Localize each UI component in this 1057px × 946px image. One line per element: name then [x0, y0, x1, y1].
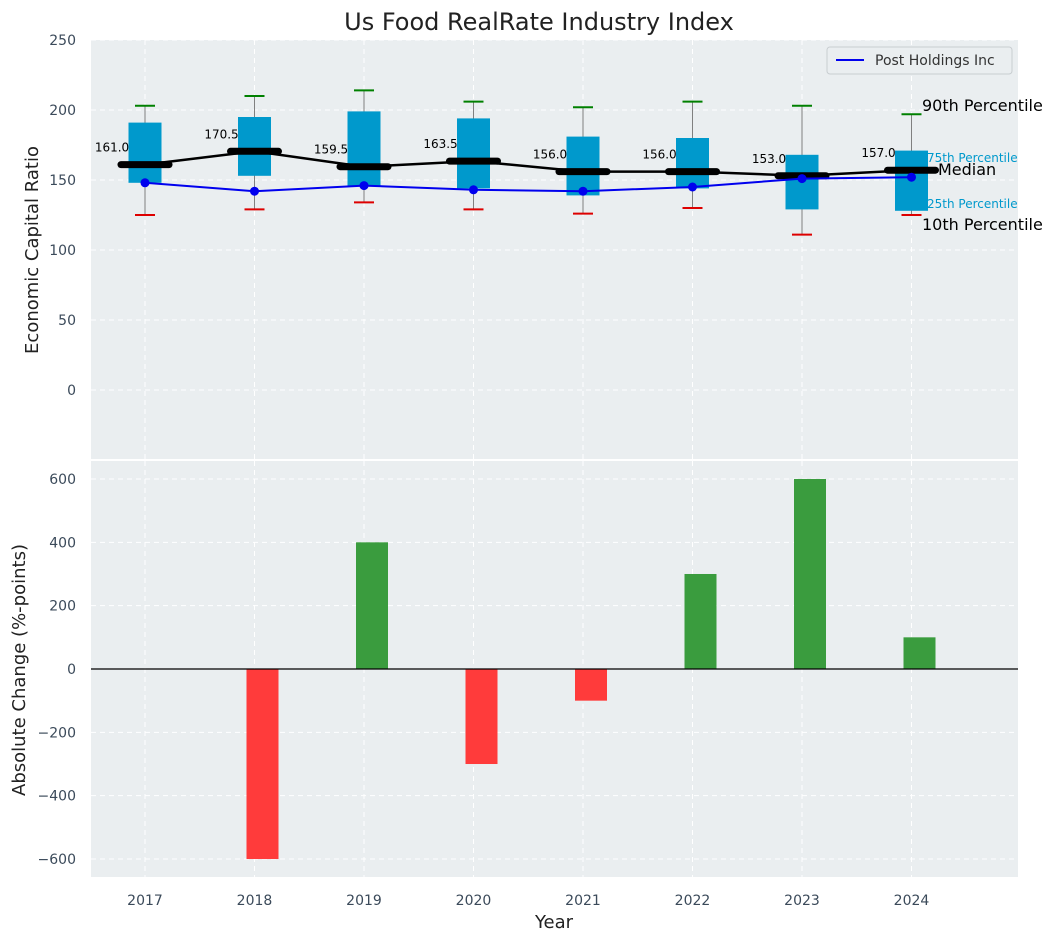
- bottom-y-tick-label-200: 200: [49, 599, 76, 615]
- legend-box: [826, 46, 1013, 75]
- median-label-2024: 157.0: [861, 146, 895, 160]
- bottom-y-tick-label--600: −600: [38, 852, 76, 868]
- annotation-p25: 25th Percentile: [927, 197, 1018, 211]
- median-label-2018: 170.5: [204, 127, 238, 141]
- bar-2021: [575, 669, 607, 701]
- top-y-tick-label-100: 100: [49, 243, 76, 259]
- box-2017: [128, 122, 162, 183]
- bar-2019: [356, 542, 388, 669]
- box-2020: [457, 118, 490, 189]
- bottom-y-tick-label-400: 400: [49, 535, 76, 551]
- box-2019: [347, 111, 381, 186]
- x-axis-label: Year: [534, 912, 574, 933]
- x-tick-label-2019: 2019: [346, 893, 382, 909]
- box-2021: [566, 136, 600, 196]
- x-tick-label-2024: 2024: [894, 893, 930, 909]
- legend-label-post-holdings: Post Holdings Inc: [875, 53, 995, 69]
- median-label-2023: 153.0: [752, 152, 786, 166]
- annotation-p90: 90th Percentile: [922, 96, 1043, 115]
- series-point-2020: [469, 185, 478, 195]
- median-label-2021: 156.0: [533, 148, 567, 162]
- series-point-2022: [688, 182, 697, 192]
- bar-2024: [903, 637, 936, 669]
- legend: Post Holdings Inc: [826, 46, 1013, 75]
- median-label-2019: 159.5: [314, 143, 348, 157]
- top-y-tick-label-0: 0: [67, 383, 76, 399]
- bar-2020: [465, 669, 498, 765]
- median-label-2020: 163.5: [423, 137, 457, 151]
- x-tick-label-2018: 2018: [237, 893, 273, 909]
- median-label-2022: 156.0: [642, 148, 676, 162]
- x-tick-label-2021: 2021: [565, 893, 601, 909]
- top-chart-layer: 0 50 100 150 200 250 161.0 170.5 159.5 163.5 156.0…: [49, 33, 1043, 459]
- bottom-y-axis-label: Absolute Change (%-points): [9, 544, 30, 796]
- series-point-2019: [359, 181, 369, 191]
- annotation-p10: 10th Percentile: [922, 215, 1043, 234]
- series-point-2023: [797, 174, 807, 184]
- bar-2018: [246, 669, 279, 860]
- series-line-post-holdings: [144, 176, 912, 193]
- bottom-chart-layer: −600 −400 −200 0 200 400 600 2017 2018 2019 2020 20…: [38, 461, 1018, 909]
- median-label-2017: 161.0: [95, 141, 129, 155]
- bar-2022: [684, 573, 717, 669]
- x-tick-label-2017: 2017: [127, 893, 163, 909]
- series-point-2018: [250, 186, 259, 196]
- top-y-tick-label-150: 150: [49, 173, 76, 189]
- annotation-median: Median: [938, 160, 996, 179]
- box-2018: [238, 117, 271, 176]
- chart-title: Us Food RealRate Industry Index: [344, 8, 734, 36]
- series-point-2017: [140, 178, 150, 188]
- bottom-y-tick-label-0: 0: [67, 662, 76, 678]
- top-y-tick-label-200: 200: [49, 103, 76, 119]
- box-2022: [676, 138, 709, 189]
- x-tick-label-2020: 2020: [456, 893, 492, 909]
- x-tick-label-2023: 2023: [784, 893, 820, 909]
- bottom-y-tick-label--200: −200: [38, 725, 76, 741]
- series-point-2024: [907, 172, 916, 182]
- bar-2023: [794, 478, 826, 669]
- x-tick-label-2022: 2022: [675, 893, 711, 909]
- bottom-y-tick-label--400: −400: [38, 789, 76, 805]
- top-y-tick-label-50: 50: [58, 313, 76, 329]
- top-y-axis-label: Economic Capital Ratio: [22, 146, 43, 354]
- bottom-y-tick-label-600: 600: [49, 472, 76, 488]
- series-point-2021: [578, 186, 588, 196]
- annotation-p75: 75th Percentile: [927, 151, 1018, 165]
- top-y-tick-label-250: 250: [49, 33, 76, 49]
